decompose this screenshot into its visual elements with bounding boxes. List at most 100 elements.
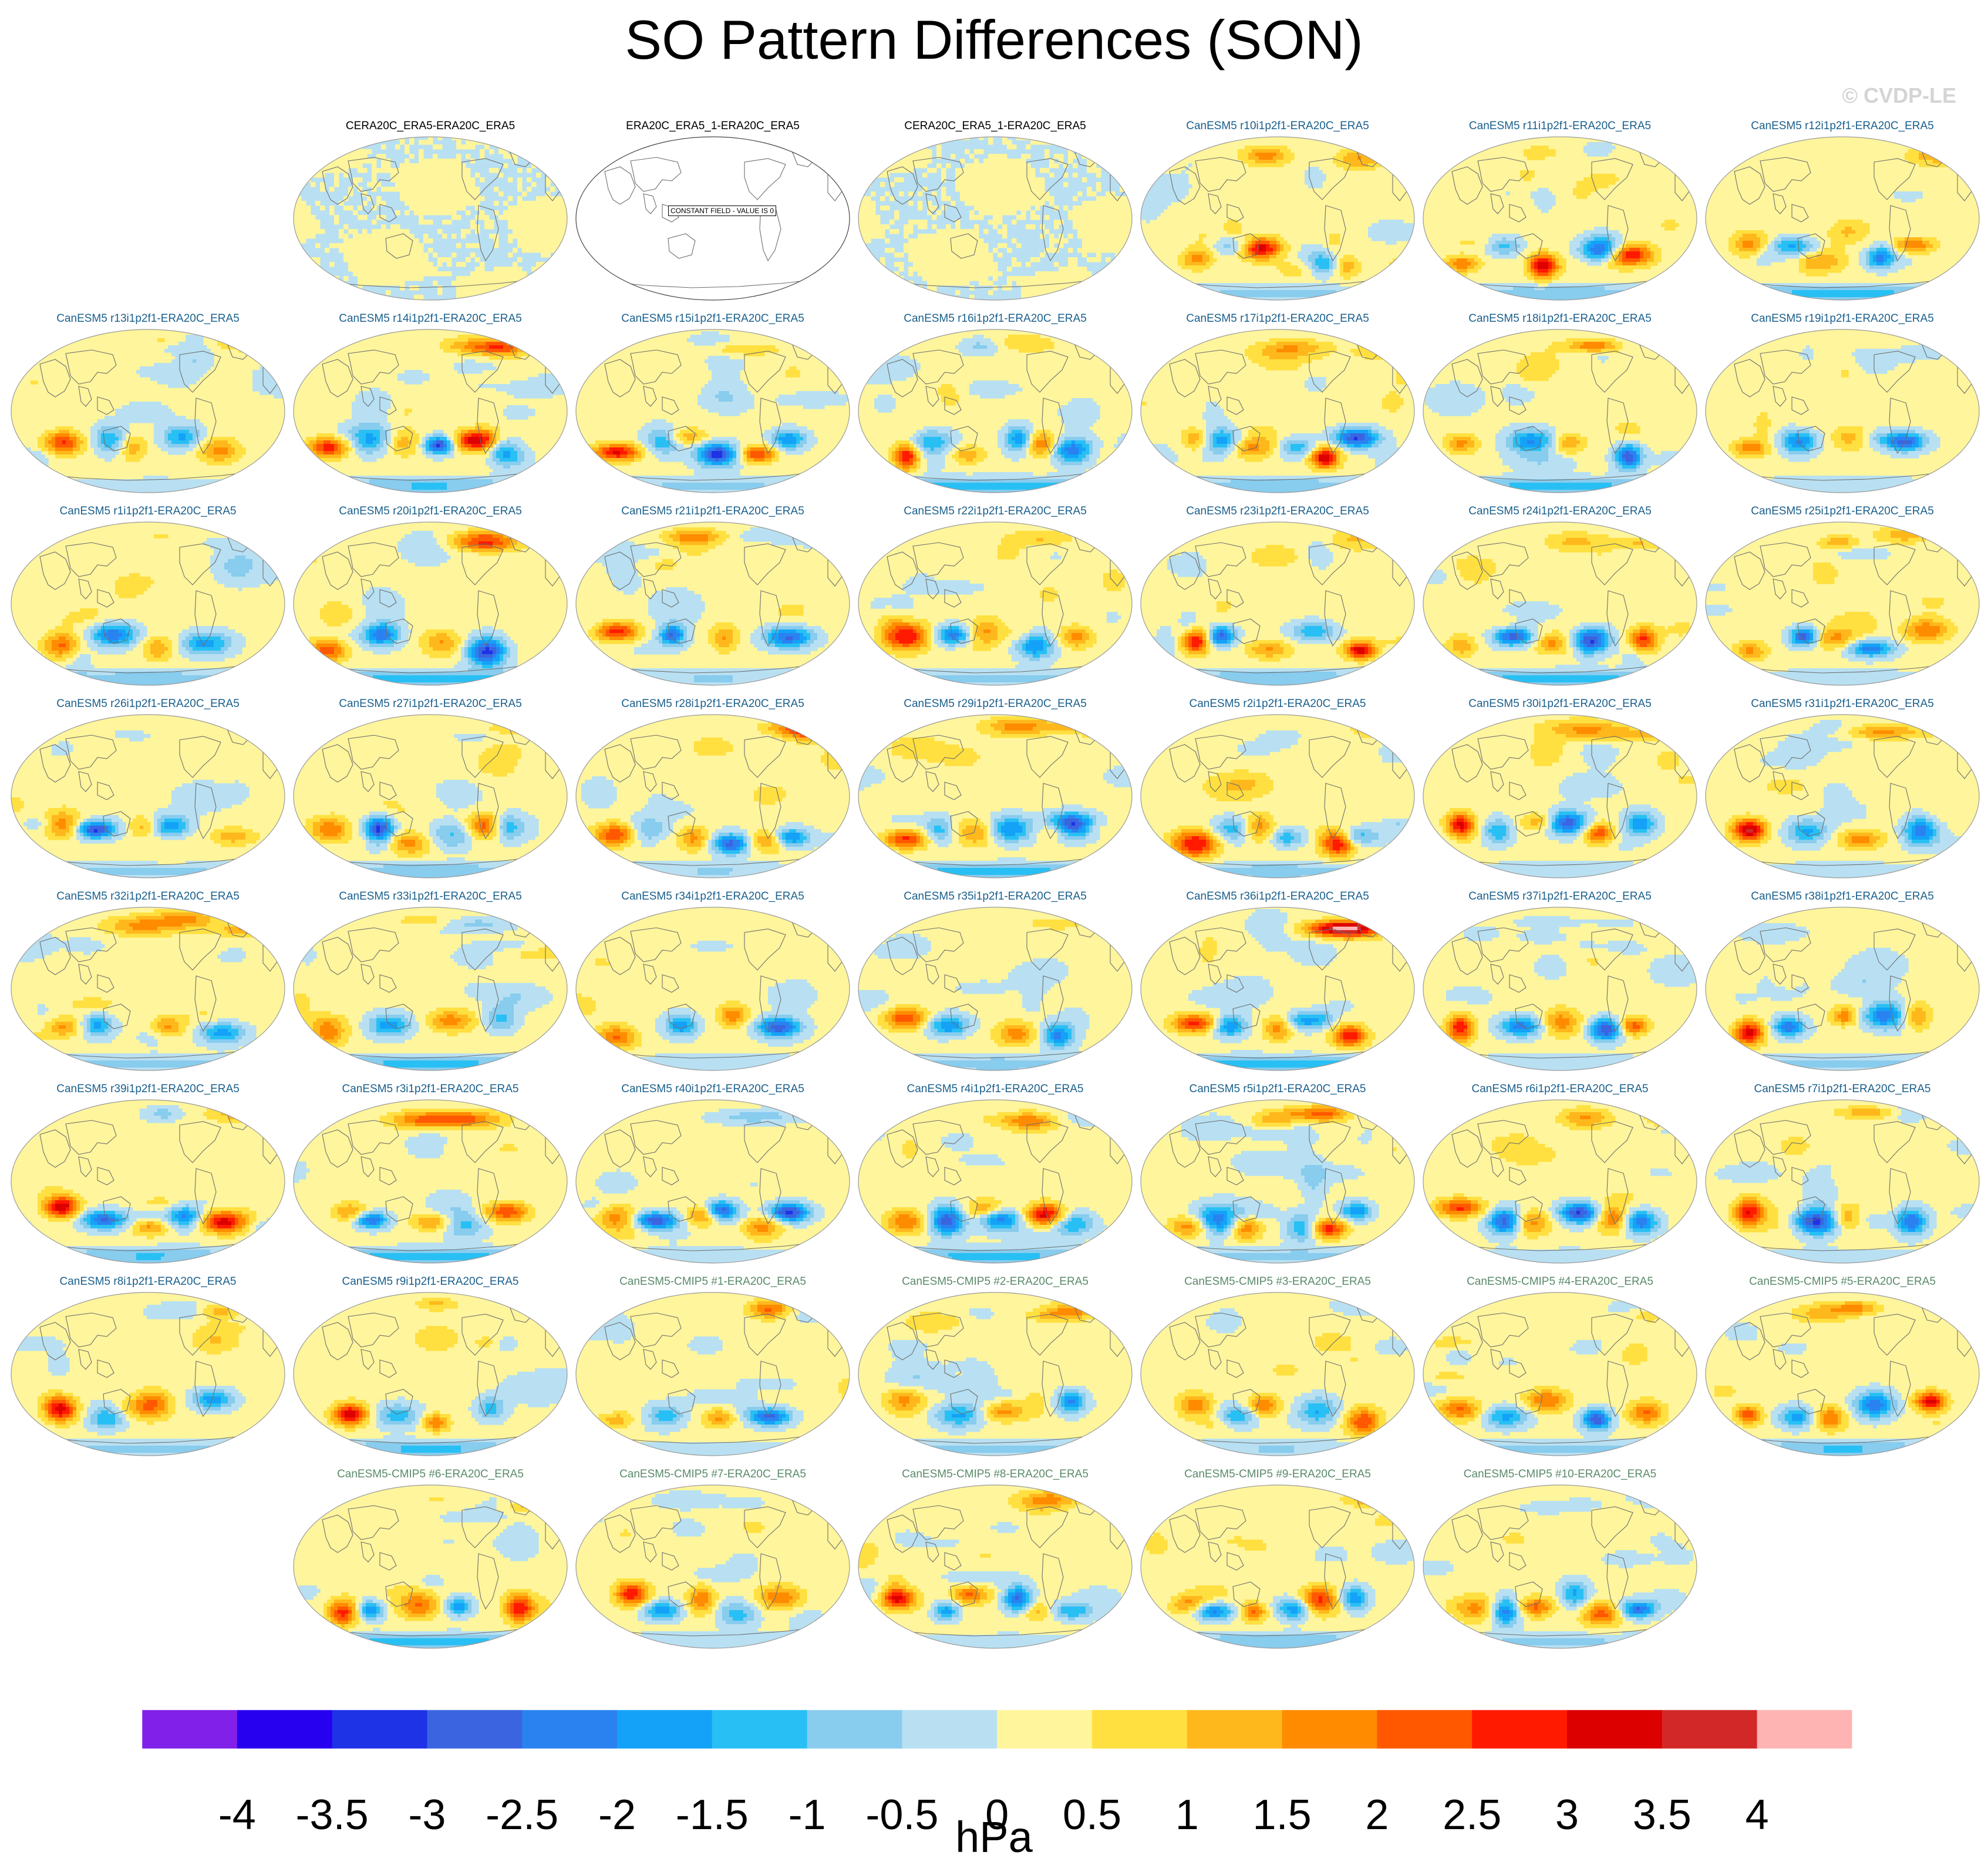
- colorbar-swatch: [712, 1710, 807, 1749]
- colorbar-swatch: [332, 1710, 427, 1749]
- map-panel: CanESM5 r22i1p2f1-ERA20C_ERA5: [857, 505, 1134, 687]
- panel-title: CanESM5 r23i1p2f1-ERA20C_ERA5: [1127, 505, 1428, 518]
- map-panel: CanESM5 r27i1p2f1-ERA20C_ERA5: [292, 698, 569, 880]
- map-plot: [1139, 1483, 1416, 1650]
- panel-title: CanESM5-CMIP5 #3-ERA20C_ERA5: [1127, 1275, 1428, 1288]
- panel-title: CanESM5 r24i1p2f1-ERA20C_ERA5: [1410, 505, 1710, 518]
- panel-title: CanESM5 r7i1p2f1-ERA20C_ERA5: [1692, 1083, 1988, 1096]
- panel-title: CanESM5 r26i1p2f1-ERA20C_ERA5: [0, 698, 298, 711]
- colorbar-outline: [142, 1710, 1852, 1749]
- panel-title: CanESM5 r33i1p2f1-ERA20C_ERA5: [280, 890, 581, 903]
- panel-title: CanESM5 r17i1p2f1-ERA20C_ERA5: [1127, 312, 1428, 325]
- panel-title: CanESM5 r30i1p2f1-ERA20C_ERA5: [1410, 698, 1710, 711]
- map-plot: [857, 520, 1134, 687]
- colorbar-swatch: [1092, 1710, 1187, 1749]
- panel-title: CanESM5 r18i1p2f1-ERA20C_ERA5: [1410, 312, 1710, 325]
- panel-title: CanESM5 r19i1p2f1-ERA20C_ERA5: [1692, 312, 1988, 325]
- map-plot: [1704, 713, 1981, 880]
- map-plot: [1704, 328, 1981, 494]
- map-panel: CanESM5 r23i1p2f1-ERA20C_ERA5: [1139, 505, 1416, 687]
- map-plot: [292, 713, 569, 880]
- colorbar-swatch: [807, 1710, 902, 1749]
- map-panel: CanESM5 r26i1p2f1-ERA20C_ERA5: [9, 698, 287, 880]
- map-panel: CanESM5 r12i1p2f1-ERA20C_ERA5: [1704, 120, 1981, 302]
- map-plot: [1704, 1291, 1981, 1457]
- map-panel: CanESM5 r31i1p2f1-ERA20C_ERA5: [1704, 698, 1981, 880]
- panel-title: CanESM5-CMIP5 #10-ERA20C_ERA5: [1410, 1468, 1710, 1481]
- panel-title: CanESM5 r36i1p2f1-ERA20C_ERA5: [1127, 890, 1428, 903]
- map-panel: CanESM5-CMIP5 #10-ERA20C_ERA5: [1421, 1468, 1699, 1650]
- map-plot: [1139, 328, 1416, 494]
- map-plot: [574, 520, 851, 687]
- map-plot: [857, 1291, 1134, 1457]
- colorbar-swatch: [902, 1710, 997, 1749]
- panel-title: CanESM5 r39i1p2f1-ERA20C_ERA5: [0, 1083, 298, 1096]
- map-panel: CanESM5 r37i1p2f1-ERA20C_ERA5: [1421, 890, 1699, 1072]
- map-panel: CanESM5 r20i1p2f1-ERA20C_ERA5: [292, 505, 569, 687]
- map-panel: CanESM5-CMIP5 #2-ERA20C_ERA5: [857, 1275, 1134, 1457]
- colorbar-swatch: [1662, 1710, 1757, 1749]
- map-panel: CERA20C_ERA5_1-ERA20C_ERA5: [857, 120, 1134, 302]
- panel-title: CanESM5 r35i1p2f1-ERA20C_ERA5: [845, 890, 1145, 903]
- panel-title: CanESM5 r28i1p2f1-ERA20C_ERA5: [562, 698, 863, 711]
- map-plot: [574, 1483, 851, 1650]
- map-panel: CanESM5-CMIP5 #1-ERA20C_ERA5: [574, 1275, 851, 1457]
- panel-title: CanESM5 r25i1p2f1-ERA20C_ERA5: [1692, 505, 1988, 518]
- map-panel: CanESM5 r6i1p2f1-ERA20C_ERA5: [1421, 1083, 1699, 1265]
- panel-title: CERA20C_ERA5-ERA20C_ERA5: [280, 120, 581, 133]
- panel-title: CanESM5 r2i1p2f1-ERA20C_ERA5: [1127, 698, 1428, 711]
- map-panel: CanESM5-CMIP5 #7-ERA20C_ERA5: [574, 1468, 851, 1650]
- panel-title: CanESM5-CMIP5 #4-ERA20C_ERA5: [1410, 1275, 1710, 1288]
- panel-title: CanESM5 r27i1p2f1-ERA20C_ERA5: [280, 698, 581, 711]
- map-plot: [9, 520, 287, 687]
- map-plot: [1421, 713, 1699, 880]
- panel-title: CanESM5 r38i1p2f1-ERA20C_ERA5: [1692, 890, 1988, 903]
- map-panel: CanESM5 r5i1p2f1-ERA20C_ERA5: [1139, 1083, 1416, 1265]
- map-plot: [9, 713, 287, 880]
- panel-title: CERA20C_ERA5_1-ERA20C_ERA5: [845, 120, 1145, 133]
- map-plot: [1704, 135, 1981, 302]
- map-plot: [574, 905, 851, 1072]
- constant-field-message: CONSTANT FIELD - VALUE IS 0: [668, 206, 776, 216]
- panel-title: CanESM5 r31i1p2f1-ERA20C_ERA5: [1692, 698, 1988, 711]
- map-plot: [574, 135, 851, 302]
- map-panel: CanESM5-CMIP5 #4-ERA20C_ERA5: [1421, 1275, 1699, 1457]
- panel-title: CanESM5 r22i1p2f1-ERA20C_ERA5: [845, 505, 1145, 518]
- colorbar-swatch: [1472, 1710, 1567, 1749]
- map-panel: CanESM5 r21i1p2f1-ERA20C_ERA5: [574, 505, 851, 687]
- map-panel: CanESM5 r3i1p2f1-ERA20C_ERA5: [292, 1083, 569, 1265]
- map-plot: [1421, 520, 1699, 687]
- map-panel: CanESM5 r40i1p2f1-ERA20C_ERA5: [574, 1083, 851, 1265]
- map-plot: [1704, 905, 1981, 1072]
- colorbar-swatch: [427, 1710, 522, 1749]
- panel-title: CanESM5 r8i1p2f1-ERA20C_ERA5: [0, 1275, 298, 1288]
- map-plot: [292, 1098, 569, 1265]
- colorbar-swatch: [1187, 1710, 1282, 1749]
- map-plot: [1421, 328, 1699, 494]
- map-panel: CanESM5 r38i1p2f1-ERA20C_ERA5: [1704, 890, 1981, 1072]
- map-plot: [1421, 1291, 1699, 1457]
- field-contours: [857, 1483, 1135, 1650]
- panel-title: CanESM5 r15i1p2f1-ERA20C_ERA5: [562, 312, 863, 325]
- map-plot: [9, 328, 287, 494]
- panel-title: CanESM5 r16i1p2f1-ERA20C_ERA5: [845, 312, 1145, 325]
- map-plot: [9, 1291, 287, 1457]
- map-panel: CanESM5 r29i1p2f1-ERA20C_ERA5: [857, 698, 1134, 880]
- map-plot: [857, 328, 1134, 494]
- field-contours: [574, 1291, 853, 1457]
- map-panel: CanESM5 r24i1p2f1-ERA20C_ERA5: [1421, 505, 1699, 687]
- map-plot: [1139, 1098, 1416, 1265]
- panel-title: ERA20C_ERA5_1-ERA20C_ERA5: [562, 120, 863, 133]
- panel-title: CanESM5 r20i1p2f1-ERA20C_ERA5: [280, 505, 581, 518]
- map-plot: [574, 1291, 851, 1457]
- panel-title: CanESM5-CMIP5 #6-ERA20C_ERA5: [280, 1468, 581, 1481]
- colorbar-swatch: [237, 1710, 332, 1749]
- colorbar-swatch: [1567, 1710, 1662, 1749]
- colorbar-swatch: [617, 1710, 712, 1749]
- map-panel: CanESM5 r28i1p2f1-ERA20C_ERA5: [574, 698, 851, 880]
- map-panel: CanESM5 r14i1p2f1-ERA20C_ERA5: [292, 312, 569, 494]
- panel-title: CanESM5 r9i1p2f1-ERA20C_ERA5: [280, 1275, 581, 1288]
- map-panel: CanESM5 r11i1p2f1-ERA20C_ERA5: [1421, 120, 1699, 302]
- colorbar-swatch: [522, 1710, 617, 1749]
